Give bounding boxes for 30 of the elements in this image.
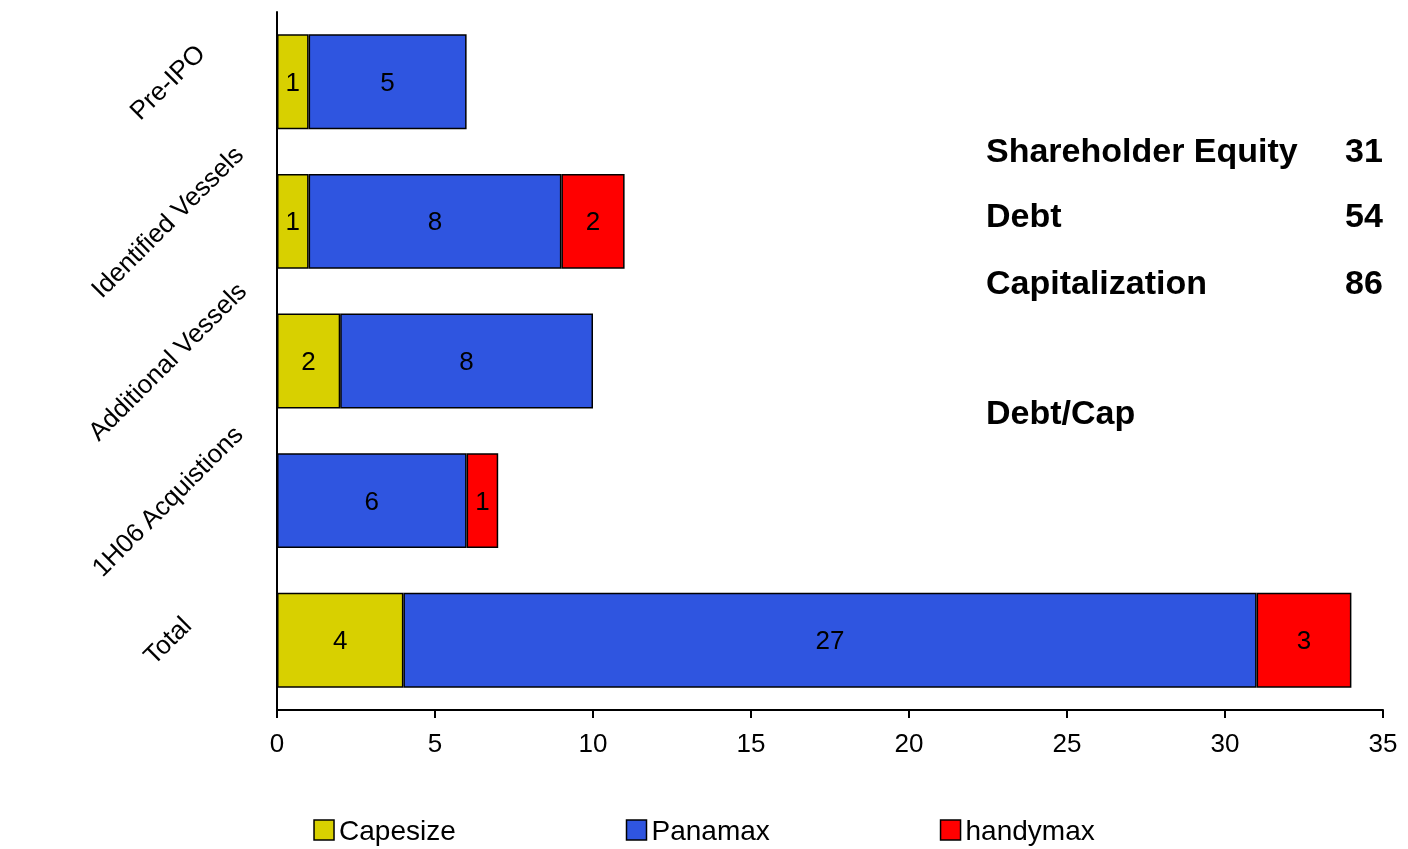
x-tick-label: 15 [736,728,766,758]
legend-label: Capesize [339,814,456,846]
data-label: 5 [380,66,395,97]
data-label: 1 [475,485,490,516]
annotation: 86 [1345,263,1383,301]
data-label: 1 [285,206,301,237]
x-tick-label: 35 [1368,728,1398,758]
data-label: 3 [1296,625,1312,656]
annotation: Debt [986,196,1062,234]
x-tick-label: 25 [1052,728,1082,758]
annotation: Shareholder Equity [986,131,1298,169]
data-label: 27 [815,625,845,656]
data-label: 6 [364,485,380,516]
data-label: 2 [585,206,601,237]
x-tick-label: 5 [427,728,443,758]
annotation: Debt/Cap [986,393,1136,431]
data-label: 1 [285,66,301,97]
legend-label: handymax [965,814,1095,846]
annotation: 54 [1345,196,1383,234]
data-label: 8 [459,346,474,376]
x-tick-label: 20 [894,728,924,758]
x-tick-label: 0 [269,728,285,758]
annotation: Capitalization [986,263,1208,301]
data-label: 2 [301,346,316,376]
data-label: 4 [332,625,348,656]
x-tick-label: 30 [1210,728,1240,758]
x-tick-label: 10 [578,728,608,758]
legend-label: Panamax [651,814,770,846]
annotation: 31 [1345,131,1383,169]
data-label: 8 [427,206,443,237]
